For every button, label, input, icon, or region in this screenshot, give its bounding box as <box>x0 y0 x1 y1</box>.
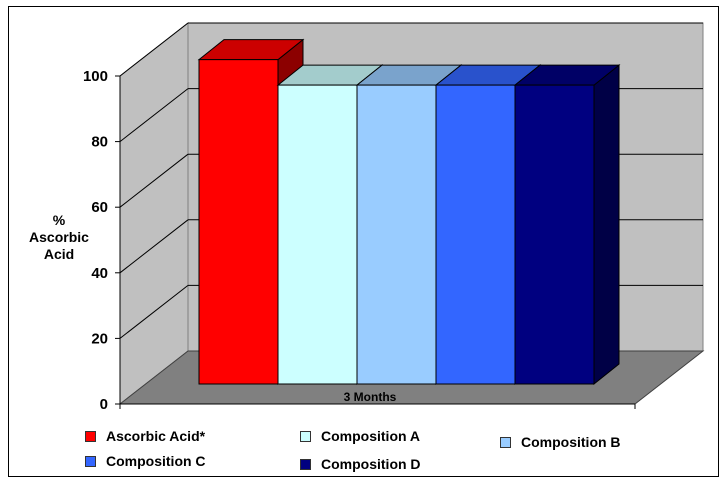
legend-label: Composition A <box>321 428 421 444</box>
gridline-side <box>119 22 189 77</box>
legend-item: Ascorbic Acid* <box>85 428 205 444</box>
legend-item: Composition A <box>300 428 420 444</box>
y-tick-label: 100 <box>83 68 108 85</box>
bar-side <box>593 64 620 386</box>
bar-front <box>435 84 516 385</box>
y-axis-label-line: % <box>52 212 66 228</box>
legend-label: Composition D <box>321 456 421 472</box>
gridline-side <box>119 88 189 142</box>
legend-swatch <box>300 458 311 470</box>
bar-front <box>514 84 595 385</box>
side-wall <box>119 21 189 406</box>
bar-front <box>198 59 279 385</box>
legend-swatch <box>85 455 96 467</box>
legend-item: Composition C <box>85 453 206 469</box>
y-tick-label: 0 <box>100 396 108 413</box>
legend-label: Ascorbic Acid* <box>106 428 206 444</box>
x-category-label: 3 Months <box>343 390 397 404</box>
y-axis-label: % Ascorbic Acid <box>20 212 98 263</box>
legend-label: Composition C <box>106 453 206 469</box>
y-axis-label-line: Acid <box>43 246 75 262</box>
legend-swatch <box>500 436 511 448</box>
legend-item: Composition D <box>300 456 421 472</box>
bar <box>513 64 621 386</box>
bar-front <box>277 84 358 385</box>
legend-swatch <box>85 430 96 442</box>
y-tick-label: 80 <box>91 134 108 151</box>
y-tick-label: 60 <box>91 199 108 216</box>
legend-swatch <box>300 430 311 442</box>
y-tick-label: 20 <box>91 330 108 347</box>
gridline-side <box>119 285 189 339</box>
y-axis-label-line: Ascorbic <box>29 229 89 245</box>
gridline-side <box>119 219 189 274</box>
bar-front <box>356 84 437 385</box>
legend-label: Composition B <box>521 434 621 450</box>
gridline-side <box>119 153 189 208</box>
legend-item: Composition B <box>500 434 621 450</box>
y-tick-label: 40 <box>91 265 108 282</box>
